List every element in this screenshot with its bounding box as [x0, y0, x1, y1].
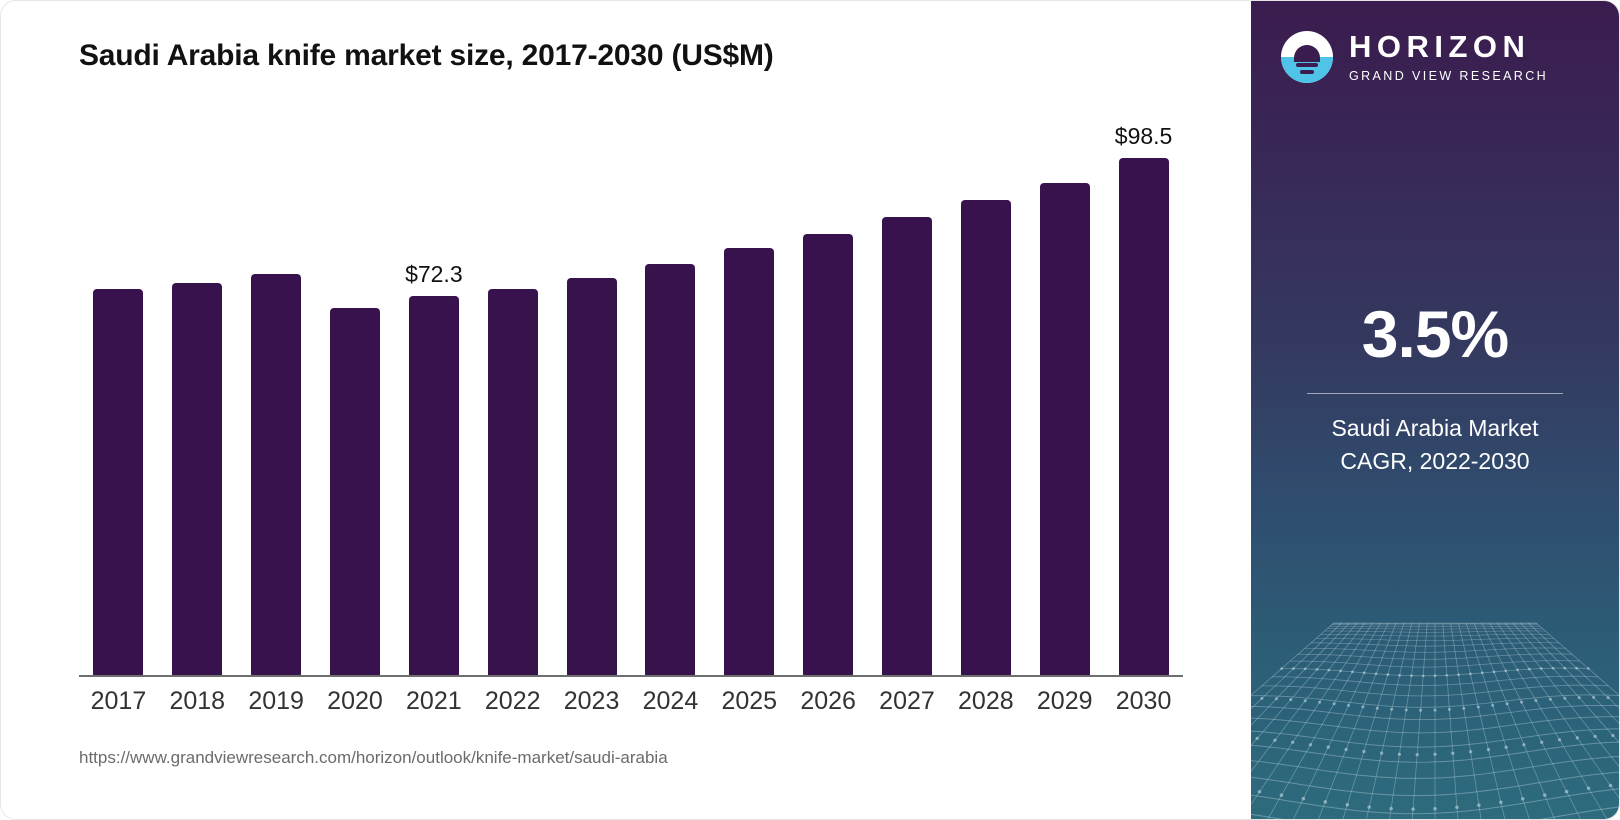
x-tick-2026: 2026 [800, 687, 856, 715]
bar-rect-2020[interactable] [330, 307, 380, 677]
x-tick-2021: 2021 [406, 687, 462, 715]
bar-2019[interactable] [251, 97, 302, 677]
logo-dome-base [1294, 57, 1320, 62]
logo-tagline: GRAND VIEW RESEARCH [1349, 68, 1549, 83]
bar-value-label-2030: $98.5 [1114, 122, 1173, 149]
bar-rect-2017[interactable] [93, 289, 144, 677]
bar-2023[interactable] [566, 97, 617, 677]
x-tick-2024: 2024 [642, 687, 699, 715]
x-tick-2019: 2019 [248, 687, 304, 715]
bar-2022[interactable] [487, 97, 538, 677]
x-tick-2018: 2018 [169, 687, 226, 715]
x-tick-2022: 2022 [484, 687, 541, 715]
cagr-description-line-1: Saudi Arabia Market [1331, 415, 1539, 441]
x-tick-2023: 2023 [563, 687, 620, 715]
bar-2029[interactable] [1039, 97, 1090, 677]
bar-rect-2025[interactable] [724, 248, 775, 677]
cagr-value: 3.5% [1361, 297, 1509, 371]
bar-2025[interactable] [724, 97, 775, 677]
bar-2024[interactable] [645, 97, 696, 677]
x-tick-2017: 2017 [90, 687, 147, 715]
x-axis-line [79, 675, 1183, 677]
x-tick-2030: 2030 [1115, 687, 1172, 715]
bar-rect-2022[interactable] [487, 288, 538, 677]
brand-sidebar: HORIZON GRAND VIEW RESEARCH 3.5% Saudi A… [1251, 1, 1619, 819]
bar-rect-2019[interactable] [251, 274, 302, 677]
chart-panel: Saudi Arabia knife market size, 2017-203… [1, 1, 1253, 819]
logo-bar-upper [1296, 62, 1318, 67]
logo-bar-lower [1300, 69, 1314, 74]
bar-rect-2023[interactable] [566, 278, 617, 677]
bar-rect-2027[interactable] [882, 216, 932, 677]
bar-2017[interactable] [93, 97, 144, 677]
x-tick-2028: 2028 [958, 687, 1014, 715]
logo-wordmark: HORIZON [1349, 29, 1531, 64]
cagr-description-line-2: CAGR, 2022-2030 [1340, 448, 1530, 475]
horizon-logo-icon [1281, 31, 1333, 84]
bar-value-label-2021: $72.3 [405, 260, 463, 287]
bar-2021[interactable] [408, 97, 459, 677]
x-tick-2029: 2029 [1036, 687, 1093, 715]
bar-rect-2024[interactable] [645, 263, 696, 677]
page-title: Saudi Arabia knife market size, 2017-203… [79, 39, 774, 72]
bar-2026[interactable] [803, 97, 854, 677]
bar-2027[interactable] [882, 97, 932, 677]
bar-rect-2028[interactable] [960, 199, 1011, 677]
bar-chart-plot-area: $72.3 $98.5 [79, 97, 1183, 677]
x-tick-2020: 2020 [327, 687, 383, 715]
bar-2028[interactable] [960, 97, 1011, 677]
horizon-logo-text: HORIZON GRAND VIEW RESEARCH [1349, 29, 1549, 84]
bar-rect-2030[interactable] [1118, 157, 1169, 677]
bar-2020[interactable] [330, 97, 380, 677]
source-url: https://www.grandviewresearch.com/horizo… [79, 748, 668, 767]
bar-2030[interactable] [1118, 97, 1169, 677]
bar-rect-2026[interactable] [803, 233, 854, 677]
bar-2018[interactable] [172, 97, 223, 677]
x-tick-2025: 2025 [721, 687, 778, 715]
logo-dome-shape [1294, 44, 1320, 58]
x-tick-2027: 2027 [879, 687, 935, 715]
cagr-divider [1307, 393, 1563, 394]
bar-rect-2018[interactable] [172, 282, 223, 677]
horizon-logo: HORIZON GRAND VIEW RESEARCH [1281, 29, 1549, 84]
bar-rect-2029[interactable] [1039, 182, 1090, 677]
cagr-callout: 3.5% Saudi Arabia Market CAGR, 2022-2030 [1251, 301, 1619, 479]
x-axis-tick-labels: 2017 2018 2019 2020 2021 2022 2023 2024 2025 2026… [79, 685, 1183, 727]
perspective-mesh-graphic [1251, 622, 1619, 819]
bar-rect-2021[interactable] [408, 295, 459, 677]
